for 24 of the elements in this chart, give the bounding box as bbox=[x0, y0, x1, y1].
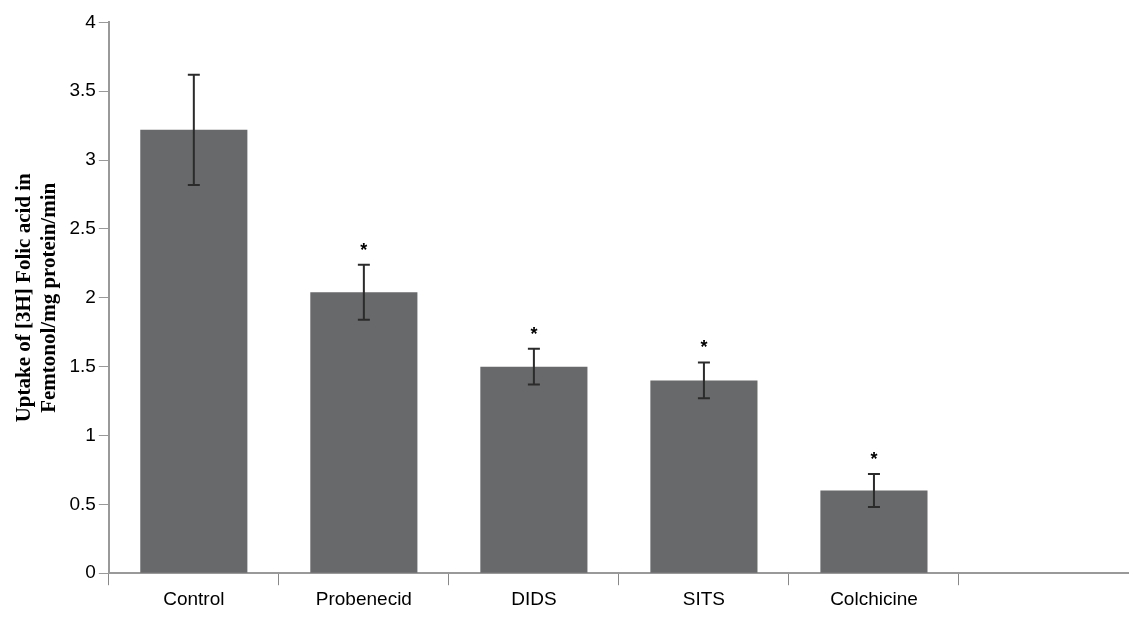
bar bbox=[140, 129, 248, 573]
y-axis-title: Uptake of [3H] Folic acid in Femtonol/mg protein/min bbox=[11, 172, 61, 423]
bar bbox=[820, 490, 928, 573]
y-tick-label: 3 bbox=[85, 148, 96, 170]
bar bbox=[650, 380, 758, 573]
y-tick-label: 4 bbox=[85, 10, 97, 32]
y-tick-label: 2.5 bbox=[69, 217, 96, 239]
x-tick-label: Control bbox=[163, 587, 225, 609]
bar bbox=[310, 292, 418, 573]
data-label: * bbox=[530, 323, 538, 344]
data-label: * bbox=[870, 449, 878, 470]
y-tick-label: 3.5 bbox=[69, 79, 96, 101]
x-tick-label: Colchicine bbox=[830, 587, 918, 609]
y-tick-label: 0 bbox=[85, 561, 96, 583]
y-tick-label: 0.5 bbox=[69, 492, 96, 514]
x-tick-label: Probenecid bbox=[315, 587, 412, 609]
data-label: * bbox=[700, 337, 708, 358]
y-tick-label: 1.5 bbox=[69, 354, 96, 376]
x-tick-label: SITS bbox=[682, 587, 726, 609]
x-tick-label: DIDS bbox=[511, 587, 557, 609]
y-tick-label: 2 bbox=[85, 286, 96, 308]
data-label: * bbox=[360, 239, 368, 260]
bar bbox=[480, 366, 588, 573]
y-tick-label: 1 bbox=[85, 423, 96, 445]
